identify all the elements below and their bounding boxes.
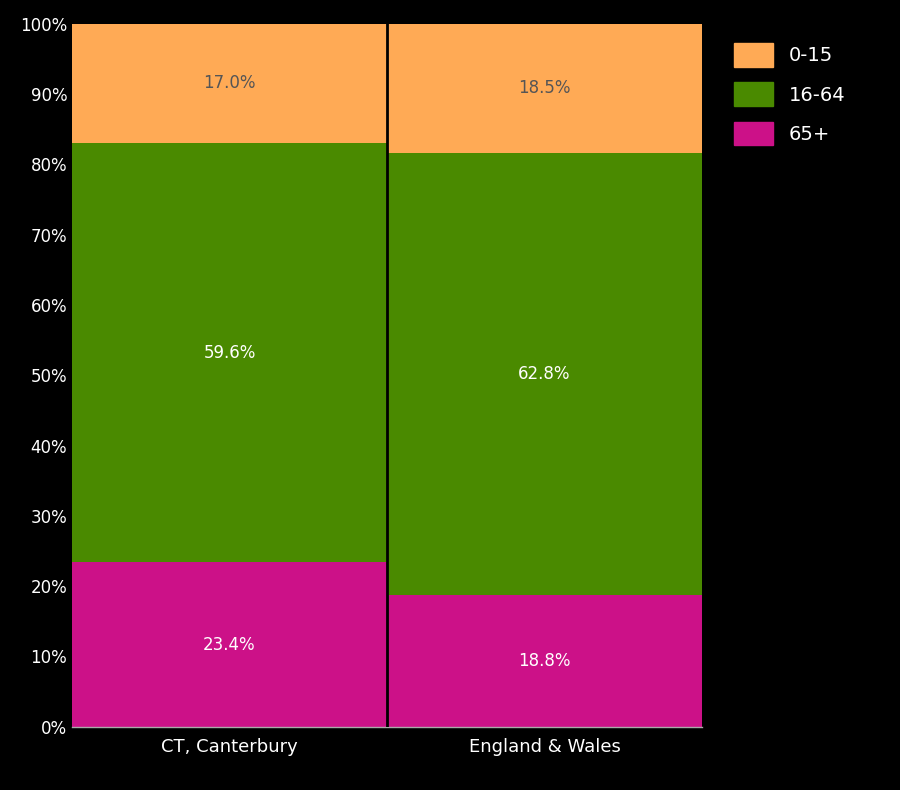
Bar <box>72 24 387 143</box>
Text: 23.4%: 23.4% <box>203 635 256 653</box>
Text: 17.0%: 17.0% <box>203 74 256 92</box>
Bar <box>387 153 702 595</box>
Text: 62.8%: 62.8% <box>518 365 571 383</box>
Legend: 0-15, 16-64, 65+: 0-15, 16-64, 65+ <box>724 33 855 155</box>
Bar <box>72 143 387 562</box>
Text: 59.6%: 59.6% <box>203 344 256 362</box>
Bar <box>72 562 387 727</box>
Bar <box>387 595 702 727</box>
Text: 18.8%: 18.8% <box>518 652 571 670</box>
Text: 18.5%: 18.5% <box>518 79 571 97</box>
Bar <box>387 23 702 153</box>
